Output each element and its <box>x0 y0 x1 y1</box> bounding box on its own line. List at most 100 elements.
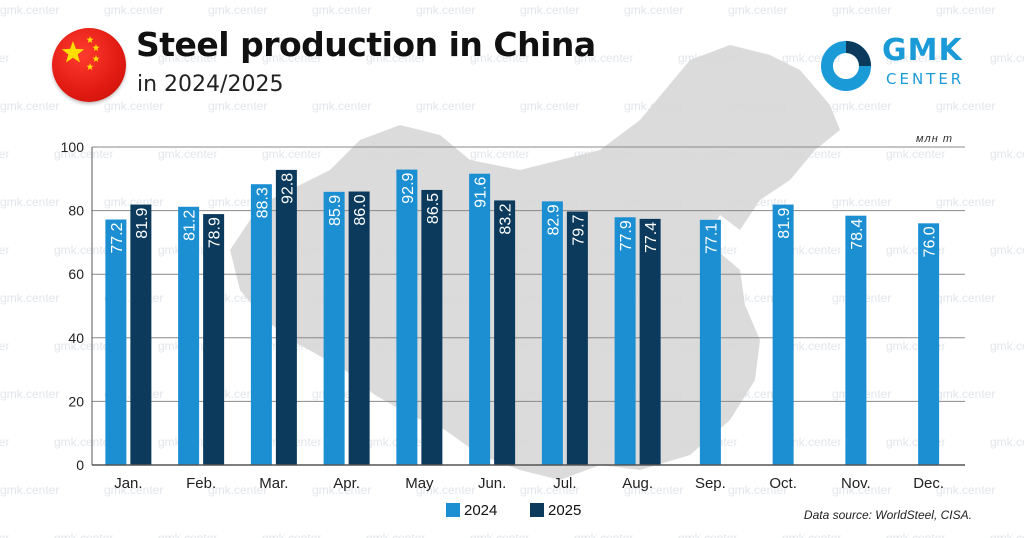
watermark-text: gmk.center <box>416 483 475 497</box>
watermark-text: gmk.center <box>470 147 529 161</box>
axis-layer: 0 20 40 60 80 100 Jan. Feb. Mar. Apr. May Jun. Jul. A… <box>61 139 965 492</box>
watermark-text: gmk.center <box>54 435 113 449</box>
bar-2024-sep <box>699 219 721 465</box>
watermark-text: gmk.center <box>990 147 1024 161</box>
logo-subtext: CENTER <box>886 70 965 88</box>
watermark-text: gmk.center <box>0 291 59 305</box>
logo-wordmark: GMK <box>882 33 963 68</box>
watermark-text: gmk.center <box>158 531 217 538</box>
watermark-text: gmk.center <box>208 483 267 497</box>
watermark-text: gmk.center <box>0 387 59 401</box>
bar-value-label: 79.7 <box>570 214 587 245</box>
bar-value-label: 92.9 <box>400 172 417 203</box>
watermark-text: gmk.center <box>366 51 425 65</box>
watermark-text: gmk.center <box>262 531 321 538</box>
watermark-text: gmk.center <box>936 483 995 497</box>
watermark-text: gmk.center <box>366 531 425 538</box>
legend-label-2024: 2024 <box>464 502 498 519</box>
watermark-text: gmk.center <box>262 147 321 161</box>
china-map-silhouette <box>230 45 840 480</box>
watermark-text: gmk.center <box>0 147 9 161</box>
watermark-text: gmk.center <box>990 51 1024 65</box>
watermark-text: gmk.center <box>54 147 113 161</box>
watermark-text: gmk.center <box>54 339 113 353</box>
chart-title: Steel production in China <box>136 25 596 64</box>
bar-value-label: 77.2 <box>109 222 126 253</box>
bar-value-label: 81.2 <box>182 210 199 241</box>
bar-value-label: 82.9 <box>545 204 562 235</box>
watermark-text: gmk.center <box>782 531 841 538</box>
watermark-text: gmk.center <box>0 51 9 65</box>
watermark-text: gmk.center <box>678 531 737 538</box>
watermark-text: gmk.center <box>0 339 9 353</box>
x-tick-label: May <box>405 475 434 492</box>
bar-value-label: 78.9 <box>207 217 224 248</box>
watermark-text: gmk.center <box>728 3 787 17</box>
watermark-text: gmk.center <box>0 195 59 209</box>
legend-swatch-2024 <box>446 503 460 517</box>
watermark-text: gmk.center <box>936 195 995 209</box>
bar-2024-feb <box>178 206 200 465</box>
watermark-text: gmk.center <box>0 3 59 17</box>
y-tick-label: 40 <box>68 330 84 346</box>
x-tick-label: Dec. <box>913 475 944 492</box>
x-tick-label: Aug. <box>622 475 653 492</box>
watermark-text: gmk.center <box>104 483 163 497</box>
y-tick-label: 0 <box>76 457 84 473</box>
watermark-text: gmk.center <box>520 99 579 113</box>
bar-2024-jan <box>105 219 127 465</box>
watermark-text: gmk.center <box>104 3 163 17</box>
watermark-text: gmk.center <box>312 3 371 17</box>
y-tick-label: 20 <box>68 393 84 409</box>
watermark-text: gmk.center <box>886 531 945 538</box>
x-tick-label: Mar. <box>259 475 288 492</box>
data-labels-layer: 77.2 81.9 81.2 78.9 88.3 92.8 85.9 86.0 92.9 86.5… <box>109 172 939 257</box>
watermark-text: gmk.center <box>886 51 945 65</box>
watermark-text: gmk.center <box>574 51 633 65</box>
bar-value-label: 92.8 <box>279 173 296 204</box>
bar-value-label: 86.5 <box>425 193 442 224</box>
bar-2024-aug <box>614 217 636 465</box>
watermark-text: gmk.center <box>782 243 841 257</box>
watermark-text: gmk.center <box>728 483 787 497</box>
watermark-text: gmk.center <box>990 435 1024 449</box>
watermark-text: gmk.center <box>158 51 217 65</box>
bar-2024-oct <box>772 204 794 466</box>
chart-subtitle: in 2024/2025 <box>137 72 284 97</box>
watermark-text: gmk.center <box>262 51 321 65</box>
x-tick-label: Oct. <box>769 475 797 492</box>
x-tick-label: Jul. <box>553 475 576 492</box>
watermark-text: gmk.center <box>520 483 579 497</box>
bar-2025-jul <box>566 211 588 465</box>
watermark-text: gmk.center <box>208 99 267 113</box>
bar-2025-jun <box>494 200 516 465</box>
watermark-text: gmk.center <box>208 3 267 17</box>
watermark-text: gmk.center <box>104 99 163 113</box>
watermark-text: gmk.center <box>416 3 475 17</box>
watermark-text: gmk.center <box>416 99 475 113</box>
bar-2024-jul <box>541 201 563 466</box>
watermark-text: gmk.center <box>832 483 891 497</box>
watermark-text: gmk.center <box>0 483 59 497</box>
watermark-text: gmk.center <box>990 531 1024 538</box>
bar-2025-mar <box>275 169 297 465</box>
watermark-text: gmk.center <box>886 147 945 161</box>
watermark-text: gmk.center <box>0 243 9 257</box>
x-tick-label: Sep. <box>695 475 726 492</box>
watermark-text: gmk.center <box>832 99 891 113</box>
watermark-text: gmk.center <box>990 243 1024 257</box>
watermark-text: gmk.center <box>936 3 995 17</box>
x-tick-label: Nov. <box>841 475 871 492</box>
bar-2025-aug <box>639 218 661 465</box>
legend-swatch-2025 <box>530 503 544 517</box>
watermark-text: gmk.center <box>574 531 633 538</box>
bar-2025-jan <box>130 204 152 466</box>
flag-stars-icon <box>61 36 100 70</box>
watermark-text: gmk.center <box>0 99 59 113</box>
watermark-text: gmk.center <box>936 99 995 113</box>
watermark-text: gmk.center <box>990 339 1024 353</box>
y-tick-label: 60 <box>68 266 84 282</box>
y-tick-label: 100 <box>61 139 85 155</box>
